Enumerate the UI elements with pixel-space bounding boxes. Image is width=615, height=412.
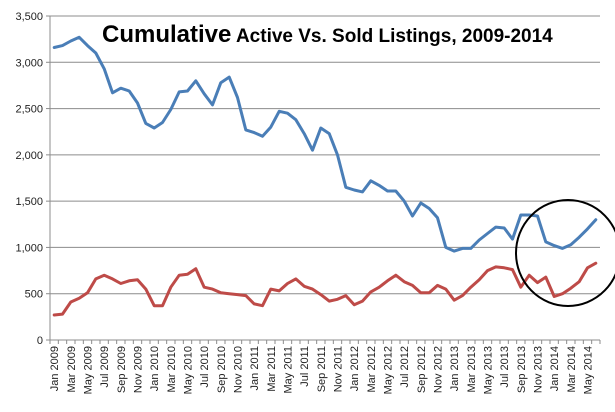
x-tick-label: May 2013 bbox=[483, 346, 495, 394]
series-line-1 bbox=[52, 35, 598, 253]
x-tick-label: Jul 2011 bbox=[299, 346, 311, 387]
x-tick-label: Jan 2009 bbox=[49, 346, 61, 391]
x-tick-label: Mar 2009 bbox=[66, 346, 78, 392]
x-tick-label: Nov 2012 bbox=[433, 346, 445, 393]
x-tick-label: May 2012 bbox=[383, 346, 395, 394]
x-tick-label: Mar 2011 bbox=[266, 346, 278, 392]
chart-title: Cumulative Active Vs. Sold Listings, 200… bbox=[102, 21, 553, 48]
x-tick-label: Mar 2012 bbox=[366, 346, 378, 392]
x-tick-label: Jan 2012 bbox=[349, 346, 361, 391]
y-tick-label: 2,500 bbox=[15, 104, 43, 116]
y-tick-label: 1,500 bbox=[15, 196, 43, 208]
x-tick-label: Mar 2010 bbox=[166, 346, 178, 392]
y-tick-label: 0 bbox=[37, 335, 43, 347]
annotation-circle bbox=[515, 199, 615, 307]
x-tick-label: May 2010 bbox=[183, 346, 195, 394]
series-line-2 bbox=[52, 261, 598, 317]
x-tick-label: Mar 2013 bbox=[466, 346, 478, 392]
x-tick-labels: Jan 2009 Mar 2009 May 2009 Jul 2009 Sep 2009… bbox=[49, 346, 594, 394]
x-tick-label: Jul 2010 bbox=[199, 346, 211, 388]
x-tick-label: Sep 2011 bbox=[316, 346, 328, 392]
x-tick-label: Jul 2012 bbox=[399, 346, 411, 388]
series-lines bbox=[52, 35, 598, 317]
x-tick-label: Jan 2010 bbox=[149, 346, 161, 391]
x-tick-label: Sep 2013 bbox=[516, 346, 528, 393]
axes bbox=[46, 15, 601, 344]
title-rest: Active Vs. Sold Listings, 2009-2014 bbox=[231, 26, 553, 47]
x-tick-label: Sep 2012 bbox=[416, 346, 428, 393]
x-tick-label: Jul 2009 bbox=[99, 346, 111, 388]
y-tick-label: 500 bbox=[25, 289, 43, 301]
title-prefix: Cumulative bbox=[102, 21, 231, 48]
x-tick-label: May 2014 bbox=[583, 346, 595, 394]
y-tick-labels: 0 500 1,000 1,500 2,000 2,500 3,000 3,500 bbox=[15, 11, 43, 347]
x-tick-label: Nov 2009 bbox=[133, 346, 145, 393]
y-tick-label: 3,000 bbox=[15, 57, 43, 69]
x-tick-label: Mar 2014 bbox=[566, 346, 578, 392]
x-tick-label: Jul 2013 bbox=[499, 346, 511, 388]
x-tick-label: Sep 2010 bbox=[216, 346, 228, 393]
y-tick-label: 1,000 bbox=[15, 242, 43, 254]
x-tick-label: Nov 2011 bbox=[333, 346, 345, 392]
grid bbox=[50, 15, 600, 295]
y-tick-label: 3,500 bbox=[15, 11, 43, 23]
x-tick-label: Jan 2011 bbox=[249, 346, 261, 390]
x-tick-label: May 2009 bbox=[83, 346, 95, 394]
x-tick-label: Nov 2010 bbox=[233, 346, 245, 393]
x-tick-label: Jan 2013 bbox=[449, 346, 461, 391]
x-tick-label: Sep 2009 bbox=[116, 346, 128, 393]
x-tick-label: May 2011 bbox=[283, 346, 295, 394]
y-tick-label: 2,000 bbox=[15, 150, 43, 162]
x-tick-label: Nov 2013 bbox=[533, 346, 545, 393]
x-tick-label: Jan 2014 bbox=[549, 346, 561, 391]
